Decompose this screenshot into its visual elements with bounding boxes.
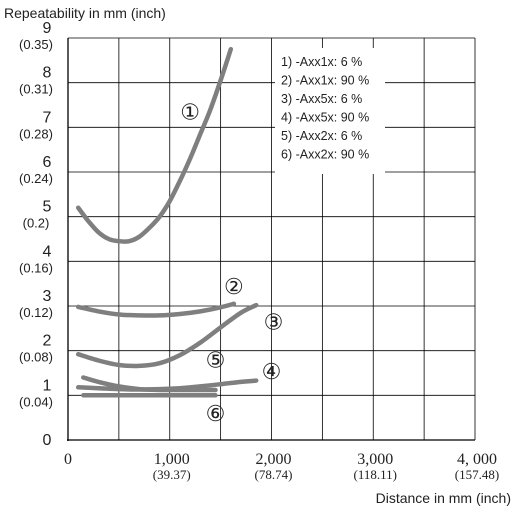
legend-entry-2: 2) -Axx1x: 90 % (281, 74, 369, 88)
x-tick-label: 3,000 (357, 451, 393, 468)
legend: 1) -Axx1x: 6 % 2) -Axx1x: 90 % 3) -Axx5x: … (275, 48, 385, 174)
y-tick-sublabel: (0.2) (23, 216, 50, 231)
series-label-4: ④ (262, 359, 282, 384)
y-tick-sublabel: (0.24) (19, 171, 53, 186)
x-tick-label: 0 (64, 451, 72, 468)
series-label-3: ③ (264, 310, 284, 335)
x-axis-label: Distance in mm (inch) (376, 490, 511, 506)
series-label-5: ⑤ (206, 348, 226, 373)
x-tick-label: 2,000 (256, 451, 292, 468)
y-tick-sublabel: (0.08) (19, 350, 53, 365)
legend-entry-4: 4) -Axx5x: 90 % (281, 111, 369, 125)
series-labels: ① ②③ ④ ⑤ ⑥ (180, 100, 284, 426)
y-tick-label: 8 (43, 65, 52, 82)
y-tick-sublabel: (0.28) (19, 126, 53, 141)
series-line-5 (81, 375, 218, 393)
y-tick-sublabel: (0.35) (19, 37, 53, 52)
series-lines (75, 46, 259, 398)
y-tick-label: 9 (43, 20, 52, 37)
y-tick-sublabel: (0.16) (19, 260, 53, 275)
y-tick-label: 4 (43, 243, 52, 260)
y-tick-label: 6 (43, 154, 52, 171)
y-tick-sublabel: (0.12) (19, 305, 53, 320)
series-label-2: ② (224, 274, 244, 299)
y-tick-label: 2 (43, 333, 52, 350)
series-label-6: ⑥ (206, 401, 226, 426)
y-tick-label: 0 (43, 432, 52, 449)
x-tick-sublabel: (39.37) (153, 467, 191, 482)
y-tick-label: 1 (43, 377, 52, 394)
y-tick-label: 3 (43, 288, 52, 305)
legend-entry-3: 3) -Axx5x: 6 % (281, 92, 362, 106)
legend-entry-1: 1) -Axx1x: 6 % (281, 55, 362, 69)
legend-entry-5: 5) -Axx2x: 6 % (281, 129, 362, 143)
y-tick-label: 5 (43, 199, 52, 216)
x-tick-labels: 0 1,000(39.37) 2,000(78.74) 3,000(118.11) 4,… (64, 451, 499, 482)
y-tick-labels: 01(0.04)2(0.08)3(0.12)4(0.16)5(0.2)6(0.2… (19, 20, 53, 449)
legend-entry-6: 6) -Axx2x: 90 % (281, 148, 369, 162)
x-tick-sublabel: (118.11) (354, 467, 397, 482)
y-tick-sublabel: (0.04) (19, 394, 53, 409)
x-tick-sublabel: (78.74) (255, 467, 293, 482)
x-tick-sublabel: (157.48) (455, 467, 499, 482)
series-line-3 (75, 302, 259, 369)
series-line-1 (75, 46, 234, 244)
x-tick-label: 1,000 (154, 451, 190, 468)
x-tick-label: 4, 000 (457, 451, 497, 468)
y-tick-label: 7 (43, 109, 52, 126)
y-tick-sublabel: (0.31) (19, 82, 53, 97)
series-line-2 (75, 301, 237, 318)
legend-box (275, 48, 385, 174)
y-axis-label: Repeatability in mm (inch) (4, 5, 166, 21)
series-label-1: ① (180, 100, 200, 125)
